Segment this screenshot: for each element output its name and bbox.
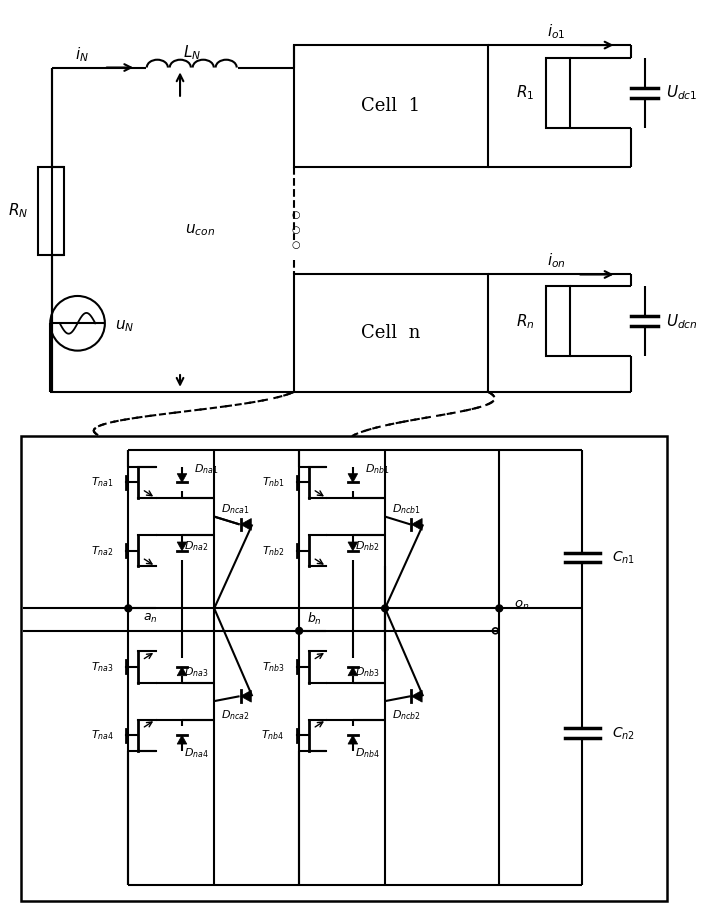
Circle shape: [382, 605, 388, 611]
Text: $D_{na4}$: $D_{na4}$: [184, 746, 208, 760]
Text: $C_{n1}$: $C_{n1}$: [611, 549, 635, 565]
Text: $R_n$: $R_n$: [516, 312, 534, 330]
Text: ○: ○: [292, 226, 300, 235]
Polygon shape: [348, 735, 358, 744]
Polygon shape: [348, 474, 358, 483]
Bar: [294, 45, 488, 167]
Text: $U_{dcn}$: $U_{dcn}$: [666, 312, 698, 330]
Text: $D_{nb4}$: $D_{nb4}$: [355, 746, 380, 760]
Polygon shape: [177, 667, 187, 676]
Text: $D_{na3}$: $D_{na3}$: [184, 665, 208, 678]
Text: $o_n$: $o_n$: [514, 599, 529, 612]
Polygon shape: [241, 690, 251, 702]
Text: $D_{nb1}$: $D_{nb1}$: [364, 462, 389, 476]
Bar: [39, 167, 64, 255]
Text: $T_{nb3}$: $T_{nb3}$: [262, 660, 284, 674]
Polygon shape: [177, 542, 187, 551]
Polygon shape: [348, 542, 358, 551]
Text: $U_{dc1}$: $U_{dc1}$: [666, 84, 698, 102]
Bar: [21, 435, 667, 901]
Polygon shape: [241, 519, 251, 531]
Text: ○: ○: [292, 211, 300, 220]
Text: $i_{o1}$: $i_{o1}$: [547, 22, 565, 40]
Text: $D_{nb3}$: $D_{nb3}$: [355, 665, 380, 678]
Polygon shape: [411, 690, 422, 702]
Text: $D_{nca1}$: $D_{nca1}$: [221, 502, 250, 516]
Text: $R_N$: $R_N$: [8, 202, 29, 220]
Text: $u_{con}$: $u_{con}$: [185, 223, 215, 239]
Text: $a_n$: $a_n$: [143, 611, 157, 624]
Polygon shape: [411, 519, 422, 531]
Text: $u_N$: $u_N$: [114, 319, 134, 334]
Circle shape: [125, 605, 132, 611]
Text: $D_{nca2}$: $D_{nca2}$: [221, 708, 250, 722]
Polygon shape: [177, 735, 187, 744]
Bar: [294, 274, 488, 392]
Text: $D_{na2}$: $D_{na2}$: [184, 539, 208, 553]
Polygon shape: [348, 667, 358, 676]
Text: $T_{nb4}$: $T_{nb4}$: [261, 728, 284, 742]
Text: $b_n$: $b_n$: [307, 611, 322, 627]
Bar: [546, 58, 569, 128]
Text: $R_1$: $R_1$: [516, 84, 534, 102]
Text: ○: ○: [292, 241, 300, 250]
Bar: [546, 286, 569, 356]
Text: $T_{na1}$: $T_{na1}$: [91, 476, 114, 489]
Text: $L_N$: $L_N$: [183, 43, 201, 62]
Circle shape: [496, 605, 503, 611]
Text: $T_{na4}$: $T_{na4}$: [91, 728, 114, 742]
Text: $T_{na2}$: $T_{na2}$: [91, 543, 114, 557]
Text: Cell  1: Cell 1: [362, 97, 420, 115]
Polygon shape: [177, 474, 187, 483]
Text: Cell  n: Cell n: [362, 324, 420, 342]
Text: $D_{ncb2}$: $D_{ncb2}$: [392, 708, 421, 722]
Text: $T_{nb1}$: $T_{nb1}$: [262, 476, 284, 489]
Text: $C_{n2}$: $C_{n2}$: [611, 725, 635, 742]
Circle shape: [296, 627, 303, 634]
Text: $T_{na3}$: $T_{na3}$: [91, 660, 114, 674]
Text: $D_{ncb1}$: $D_{ncb1}$: [392, 502, 421, 516]
Text: $D_{nb2}$: $D_{nb2}$: [355, 539, 379, 553]
Text: $D_{na1}$: $D_{na1}$: [194, 462, 218, 476]
Text: $i_{on}$: $i_{on}$: [546, 252, 565, 270]
Text: $i_N$: $i_N$: [76, 46, 89, 64]
Text: $T_{nb2}$: $T_{nb2}$: [262, 543, 284, 557]
